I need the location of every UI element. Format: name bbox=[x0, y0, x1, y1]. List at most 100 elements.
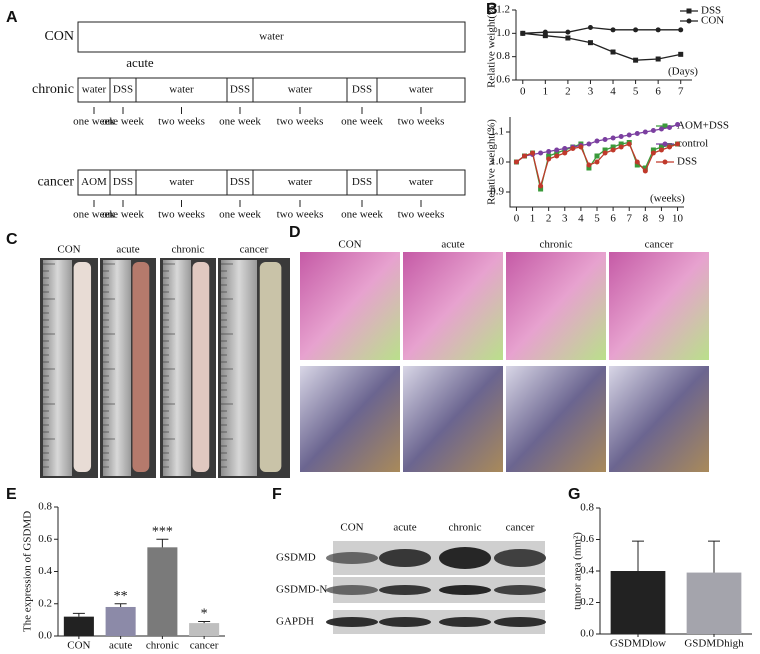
y-axis-label: tumor area (mm²) bbox=[572, 532, 584, 610]
panel-label: D bbox=[289, 224, 301, 241]
blot-band bbox=[379, 585, 431, 595]
duration-label: two weeks bbox=[398, 116, 445, 128]
point bbox=[642, 165, 648, 171]
error-bar bbox=[198, 620, 211, 624]
point bbox=[587, 25, 593, 30]
point bbox=[546, 149, 552, 154]
duration-label: two weeks bbox=[277, 116, 324, 128]
point bbox=[610, 144, 616, 150]
schedule-segment bbox=[77, 21, 466, 53]
x-tick-label: 3 bbox=[562, 213, 568, 225]
lane-label: chronic bbox=[449, 522, 482, 534]
error-bar bbox=[156, 538, 169, 548]
blot-band bbox=[439, 585, 491, 595]
schedule-segment bbox=[346, 77, 378, 103]
point bbox=[618, 134, 624, 139]
legend-marker bbox=[686, 18, 692, 24]
he-image bbox=[300, 252, 400, 360]
point bbox=[633, 57, 639, 63]
blot-band bbox=[494, 549, 546, 567]
schedule-segment bbox=[376, 169, 466, 196]
legend-marker bbox=[662, 123, 668, 129]
segment-label: DSS bbox=[352, 176, 372, 188]
point bbox=[594, 159, 600, 165]
point bbox=[594, 138, 600, 144]
significance: * bbox=[201, 607, 208, 622]
y-axis-label: The expression of GSDMD bbox=[22, 511, 34, 632]
segment-label: water bbox=[409, 84, 434, 96]
panel-label: F bbox=[272, 486, 282, 503]
point bbox=[626, 141, 632, 147]
histology-label: CON bbox=[338, 239, 361, 251]
segment-label: water bbox=[288, 176, 313, 188]
x-tick-label: 5 bbox=[633, 86, 639, 98]
bar bbox=[686, 572, 742, 634]
duration-label: two weeks bbox=[158, 116, 205, 128]
ruler bbox=[103, 260, 131, 476]
point bbox=[650, 147, 656, 153]
point bbox=[634, 159, 640, 165]
y-tick-label: 0.8 bbox=[580, 502, 594, 514]
point bbox=[642, 129, 648, 135]
x-tick-label: 8 bbox=[643, 213, 649, 225]
point bbox=[565, 29, 571, 35]
point bbox=[634, 131, 640, 136]
x-tick-label: 6 bbox=[610, 213, 616, 225]
point bbox=[586, 165, 592, 171]
colon-tissue bbox=[132, 262, 150, 472]
row-name: chronic bbox=[32, 82, 74, 97]
blot-band bbox=[326, 552, 378, 564]
panel-label: B bbox=[486, 1, 498, 18]
bar bbox=[105, 606, 136, 636]
bar bbox=[189, 623, 220, 636]
x-tick-label: 0 bbox=[520, 86, 526, 98]
point bbox=[633, 27, 639, 33]
ihc-image bbox=[609, 366, 709, 472]
significance: ** bbox=[114, 589, 128, 604]
point bbox=[634, 162, 640, 168]
ruler bbox=[43, 260, 72, 476]
x-tick-label: chronic bbox=[146, 640, 179, 652]
ihc-image bbox=[300, 366, 400, 472]
point bbox=[667, 125, 672, 130]
segment-label: DSS bbox=[230, 84, 250, 96]
point bbox=[655, 27, 661, 33]
x-tick-label: 4 bbox=[610, 86, 616, 98]
legend-marker bbox=[662, 159, 668, 165]
photo-label: CON bbox=[57, 244, 80, 256]
blot-row-label: GSDMD bbox=[276, 552, 316, 564]
error-bar bbox=[632, 540, 644, 571]
y-tick-label: 0.6 bbox=[580, 533, 594, 545]
he-image bbox=[609, 252, 709, 360]
point bbox=[675, 122, 681, 127]
y-tick-label: 1.1 bbox=[490, 126, 504, 138]
schedule-segment bbox=[346, 169, 378, 196]
point bbox=[675, 141, 681, 147]
blot-band bbox=[439, 617, 491, 627]
y-tick-label: 1.2 bbox=[496, 4, 510, 16]
x-tick-label: 7 bbox=[626, 213, 632, 225]
x-axis-label: (weeks) bbox=[650, 193, 685, 205]
x-tick-label: acute bbox=[109, 640, 132, 652]
x-tick-label: 2 bbox=[565, 86, 571, 98]
x-tick-label: 4 bbox=[578, 213, 584, 225]
duration-label: one week bbox=[219, 209, 261, 221]
point bbox=[542, 33, 548, 39]
point bbox=[610, 147, 616, 153]
point bbox=[520, 30, 526, 36]
point bbox=[610, 135, 616, 141]
series-line bbox=[522, 32, 681, 61]
point bbox=[587, 40, 593, 46]
segment-label: water bbox=[409, 176, 434, 188]
point bbox=[513, 159, 519, 165]
legend-label: control bbox=[677, 138, 708, 150]
point bbox=[578, 144, 584, 150]
schedule-segment bbox=[252, 77, 348, 103]
point bbox=[538, 186, 544, 192]
point bbox=[610, 27, 616, 33]
duration-label: two weeks bbox=[158, 209, 205, 221]
ihc-image bbox=[403, 366, 503, 472]
ruler bbox=[221, 260, 257, 476]
x-tick-label: 1 bbox=[530, 213, 536, 225]
